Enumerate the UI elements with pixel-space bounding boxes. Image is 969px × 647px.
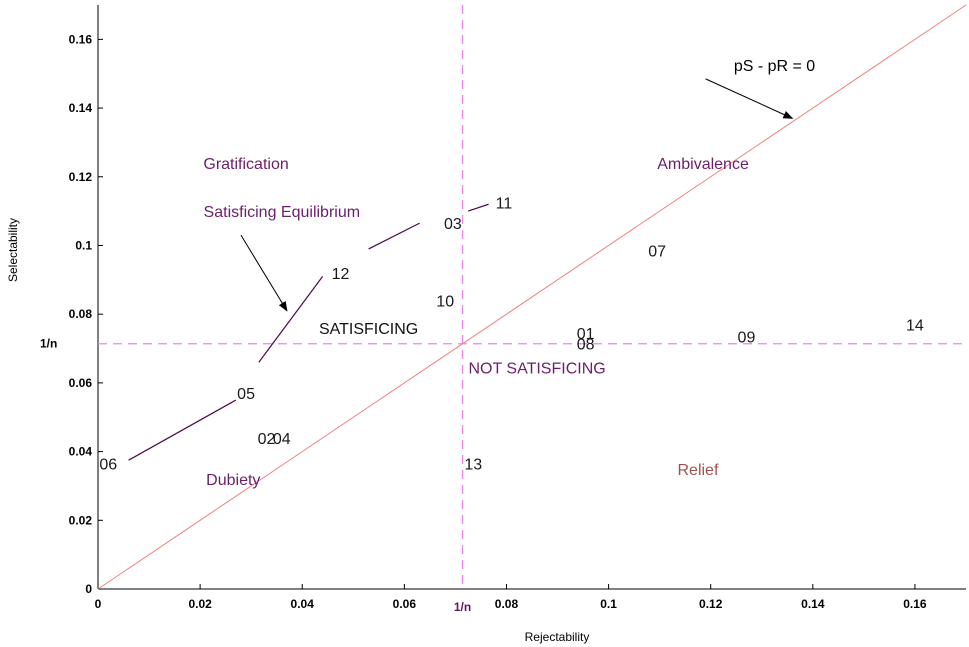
region-label: Gratification: [203, 156, 288, 173]
y-tick-label: 0: [85, 582, 92, 596]
x-tick-label: 0.14: [801, 597, 825, 611]
equilibrium-annotation-arrow: [240, 234, 288, 312]
y-tick-label: 0.02: [69, 513, 93, 527]
data-point-label: 02: [258, 431, 276, 448]
data-point-label: 13: [464, 457, 482, 474]
x-tick-label: 0.02: [188, 597, 212, 611]
data-point-label: 07: [648, 244, 666, 261]
x-tick-label: 0.1: [600, 597, 617, 611]
x-tick-label: 0.16: [903, 597, 927, 611]
data-point-label: 04: [273, 431, 291, 448]
data-point-label: 14: [906, 317, 924, 334]
axes-group: 0 0.02 0.04 0.06 0.08 0.1 0.12 0.14 0.16 0 0.02 0.0…: [69, 5, 966, 611]
y-tick-label: 0.16: [69, 32, 93, 46]
data-point-label: 12: [332, 266, 350, 283]
region-label: Relief: [677, 462, 718, 479]
x-tick-label: 0.04: [291, 597, 315, 611]
satisficing-label: SATISFICING: [319, 321, 418, 338]
diagonal-line: [97, 4, 967, 590]
x-tick-label: 0.12: [699, 597, 723, 611]
y-tick-label: 0.12: [69, 170, 93, 184]
region-label: NOT SATISFICING: [469, 360, 606, 377]
y-tick-label: 0.06: [69, 376, 93, 390]
connector-segment: [258, 276, 324, 363]
lines-group: [97, 4, 967, 590]
connector-segment: [128, 399, 237, 461]
equilibrium-annotation-label: Satisficing Equilibrium: [204, 204, 361, 221]
data-point-label: 03: [444, 216, 462, 233]
x-tick-label: 0.08: [495, 597, 519, 611]
data-point-label: 06: [99, 457, 117, 474]
y-1-over-n-label: 1/n: [40, 337, 57, 351]
x-tick-label: 0.06: [393, 597, 417, 611]
region-label: Dubiety: [206, 472, 260, 489]
x-tick-label: 0: [95, 597, 102, 611]
labels-group: 1/n 1/n pS - pR = 0 Satisficing Equilibrium…: [40, 58, 924, 614]
y-tick-label: 0.08: [69, 307, 93, 321]
data-point-label: 10: [436, 293, 454, 310]
connector-segment: [467, 203, 489, 212]
region-label: Ambivalence: [657, 156, 749, 173]
x-axis-label: Rejectability: [525, 630, 590, 644]
diagonal-annotation-label: pS - pR = 0: [734, 58, 815, 75]
y-tick-label: 0.14: [69, 101, 93, 115]
y-tick-label: 0.04: [69, 445, 93, 459]
data-point-label: 11: [496, 196, 513, 213]
connector-segment: [368, 222, 420, 250]
x-1-over-n-label: 1/n: [454, 600, 471, 614]
y-axis-label: Selectability: [6, 218, 20, 282]
data-point-label: 05: [237, 386, 255, 403]
diagonal-annotation-arrow: [705, 78, 794, 119]
data-point-label: 01: [577, 326, 595, 343]
y-tick-label: 0.1: [75, 238, 92, 252]
data-point-label: 09: [738, 330, 756, 347]
data-point-label: 08: [577, 336, 595, 353]
